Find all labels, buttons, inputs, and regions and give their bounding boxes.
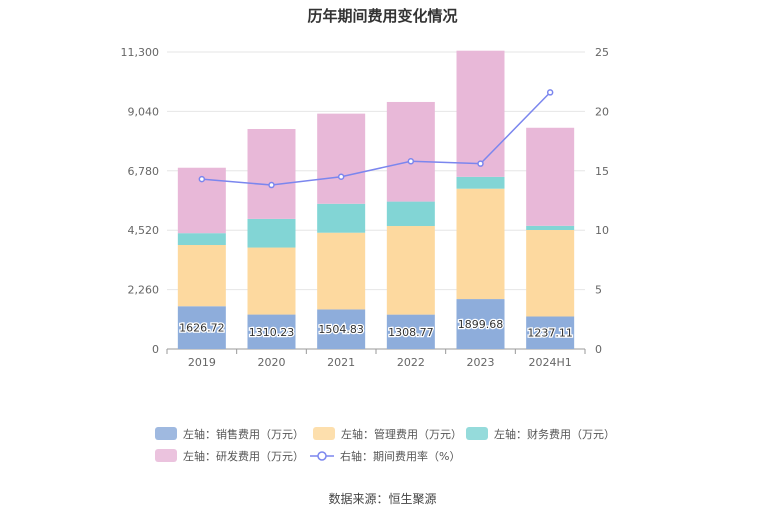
x-tick-label: 2020 — [258, 356, 286, 369]
rate-point — [268, 181, 275, 189]
bar-segment — [456, 299, 505, 349]
legend-line-marker — [317, 451, 327, 461]
bar-data-label: 1899.68 — [458, 318, 504, 331]
y-left-tick-label: 6,780 — [128, 165, 160, 178]
y-right-tick-label: 5 — [595, 284, 602, 297]
legend-label: 左轴：研发费用（万元） — [183, 449, 304, 463]
legend-swatch — [155, 427, 177, 440]
legend-swatch — [466, 427, 488, 440]
rate-point — [337, 173, 345, 180]
x-tick-label: 2019 — [188, 356, 216, 369]
data-source-note: 数据来源：恒生聚源 — [328, 492, 437, 506]
bar-segment — [386, 101, 435, 202]
legend-swatch — [155, 449, 177, 462]
bar-segment — [526, 225, 575, 231]
y-right-tick-label: 15 — [595, 165, 609, 178]
bar-segment — [526, 127, 575, 226]
legend-label: 左轴：管理费用（万元） — [341, 427, 462, 441]
y-right-tick-label: 25 — [595, 46, 609, 59]
bar-segment — [386, 201, 435, 227]
y-left-tick-label: 4,520 — [128, 224, 160, 237]
bar-segment — [386, 226, 435, 315]
bar-data-label: 1504.83 — [318, 323, 364, 336]
x-tick-label: 2022 — [397, 356, 425, 369]
y-right-tick-label: 20 — [595, 105, 609, 118]
bar-segment — [386, 314, 435, 349]
bar-segment — [247, 247, 296, 315]
bar-segment — [317, 309, 366, 349]
bar-segment — [247, 218, 296, 248]
y-right-tick-label: 10 — [595, 224, 609, 237]
bar-segment — [317, 232, 366, 310]
x-tick-label: 2024H1 — [529, 356, 572, 369]
rate-point — [407, 158, 415, 165]
x-tick-label: 2023 — [467, 356, 495, 369]
y-left-tick-label: 9,040 — [128, 105, 160, 118]
bar-segment — [456, 176, 505, 189]
bar-segment — [317, 203, 366, 233]
bar-segment — [177, 233, 226, 246]
legend-label: 左轴：财务费用（万元） — [494, 427, 615, 441]
bar-data-label: 1237.11 — [527, 327, 573, 340]
bar-data-label: 1308.77 — [388, 326, 434, 339]
bar-segment — [526, 316, 575, 349]
y-left-tick-label: 11,300 — [121, 46, 160, 59]
x-tick-label: 2021 — [327, 356, 355, 369]
bar-segment — [247, 314, 296, 349]
y-left-tick-label: 0 — [152, 343, 159, 356]
legend-swatch — [313, 427, 335, 440]
chart-title: 历年期间费用变化情况 — [307, 7, 458, 25]
bar-segment — [177, 245, 226, 307]
bar-data-label: 1310.23 — [249, 326, 295, 339]
legend-label: 左轴：销售费用（万元） — [183, 427, 304, 441]
bar-segment — [317, 113, 366, 204]
legend-label: 右轴：期间费用率（%） — [340, 449, 460, 463]
bar-segment — [526, 230, 575, 317]
y-left-tick-label: 2,260 — [128, 284, 160, 297]
rate-point — [198, 175, 206, 183]
bar-segment — [177, 306, 226, 349]
rate-point — [546, 89, 554, 96]
bar-segment — [456, 50, 505, 177]
y-right-tick-label: 0 — [595, 343, 602, 356]
bar-segment — [456, 188, 505, 300]
bar-segment — [247, 129, 296, 219]
rate-line — [201, 91, 551, 186]
rate-point — [477, 160, 484, 167]
bar-data-label: 1626.72 — [179, 322, 225, 335]
